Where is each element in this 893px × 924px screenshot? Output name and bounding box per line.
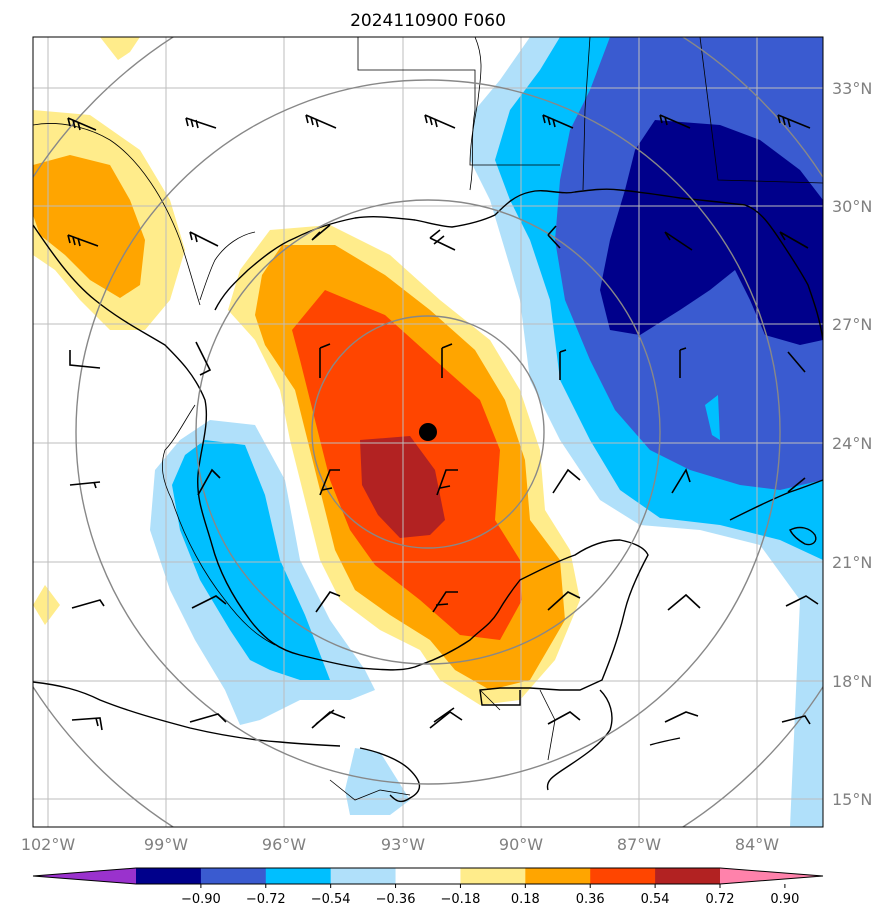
lat-label: 30°N [832, 197, 872, 216]
lon-label: 90°W [499, 835, 543, 854]
lat-label: 33°N [832, 79, 872, 98]
colorbar-tick-label: 0.18 [511, 892, 540, 907]
longitude-labels: 102°W 99°W 96°W 93°W 90°W 87°W 84°W [21, 835, 779, 854]
colorbar-segment [330, 868, 397, 884]
colorbar-tick-label: −0.90 [181, 892, 221, 907]
lat-label: 18°N [832, 672, 872, 691]
colorbar-tick-label: 0.72 [706, 892, 735, 907]
lat-label: 21°N [832, 553, 872, 572]
positive-anomaly-west [33, 37, 185, 625]
colorbar-tick-label: −0.72 [246, 892, 286, 907]
lon-label: 93°W [381, 835, 425, 854]
colorbar-segment [590, 868, 656, 884]
latitude-labels: 33°N 30°N 27°N 24°N 21°N 18°N 15°N [832, 79, 872, 809]
lat-label: 24°N [832, 434, 872, 453]
colorbar-segment [200, 868, 267, 884]
map-area [33, 37, 823, 827]
colorbar: −0.90 −0.72 −0.54 −0.36 −0.18 0.18 0.36 0.54 0.7… [32, 867, 824, 907]
graticule [33, 37, 823, 827]
lat-label: 15°N [832, 790, 872, 809]
colorbar-segment [395, 868, 461, 884]
political-borders [33, 37, 823, 801]
colorbar-segment [525, 868, 591, 884]
colorbar-segment [655, 868, 721, 884]
lon-label: 87°W [617, 835, 661, 854]
colorbar-extend-low [33, 868, 136, 884]
range-rings [33, 37, 823, 827]
colorbar-tick-label: 0.36 [576, 892, 605, 907]
colorbar-tick-label: −0.18 [441, 892, 481, 907]
colorbar-tick-label: −0.54 [311, 892, 351, 907]
positive-anomaly-gulf [228, 225, 580, 705]
wind-barbs [67, 114, 819, 731]
lon-label: 84°W [735, 835, 779, 854]
colorbar-segment [460, 868, 526, 884]
colorbar-outline [32, 867, 824, 885]
lat-label: 27°N [832, 315, 872, 334]
colorbar-tick-label: 0.90 [770, 892, 799, 907]
colorbar-segment [136, 868, 202, 884]
storm-center-marker [419, 423, 437, 441]
colorbar-tick-label: −0.36 [376, 892, 416, 907]
lon-label: 96°W [262, 835, 306, 854]
colorbar-extend-high [720, 868, 823, 884]
negative-anomaly-east [470, 37, 823, 827]
plot-title: 2024110900 F060 [350, 11, 506, 31]
lon-label: 102°W [21, 835, 76, 854]
lon-label: 99°W [144, 835, 188, 854]
colorbar-tick-label: 0.54 [641, 892, 670, 907]
colorbar-segment [265, 868, 332, 884]
map-frame [32, 36, 824, 828]
